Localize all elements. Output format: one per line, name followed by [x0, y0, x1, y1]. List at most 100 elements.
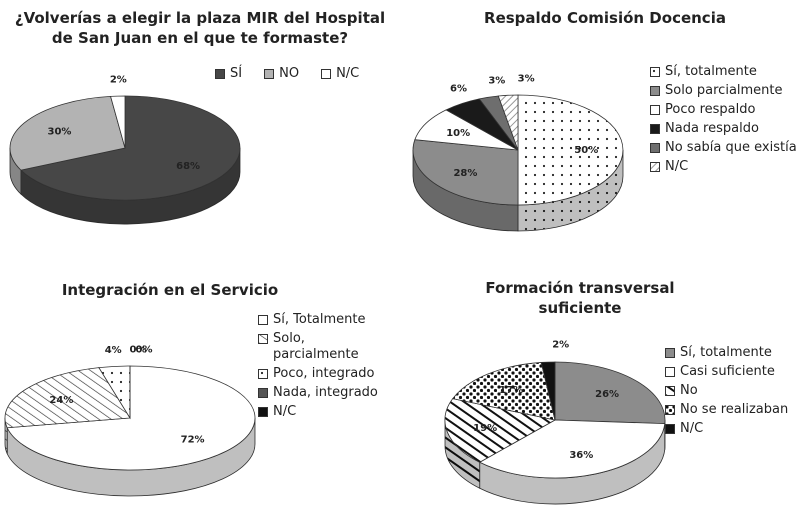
legend-label: Sí, totalmente	[665, 64, 757, 79]
legend-item: Sí, totalmente	[650, 64, 798, 80]
legend-swatch	[665, 424, 675, 434]
swatch	[258, 315, 268, 325]
legend-item: Solo parcialmente	[650, 83, 798, 99]
value-label: 4%	[105, 345, 122, 356]
slice	[20, 95, 241, 201]
slice-shade	[20, 148, 241, 224]
slice	[478, 419, 666, 479]
legend-label: Poco, integrado	[273, 366, 375, 381]
swatch	[258, 407, 268, 417]
swatch	[665, 348, 675, 358]
legend-item: Casi suficiente	[665, 364, 795, 380]
legend-item: N/C	[258, 404, 388, 420]
swatch	[650, 162, 660, 172]
swatch	[258, 369, 268, 379]
legend-item: Sí, totalmente	[665, 345, 795, 361]
legend-swatch	[665, 367, 675, 377]
legend-item: No	[665, 383, 795, 399]
legend-label: N/C	[336, 66, 360, 81]
legend-label: Nada, integrado	[273, 385, 378, 400]
slice	[4, 367, 131, 429]
value-label: 3%	[488, 76, 505, 87]
swatch	[650, 86, 660, 96]
value-label: 28%	[453, 168, 477, 179]
slice-shade	[479, 423, 665, 504]
value-label: 3%	[518, 73, 535, 84]
swatch	[665, 405, 675, 415]
slice	[554, 361, 666, 425]
legend-swatch	[650, 124, 660, 134]
value-label: 0%	[136, 345, 153, 356]
swatch	[258, 388, 268, 398]
chart-title: ¿Volverías a elegir la plaza MIR del Hos…	[14, 9, 386, 47]
legend-swatch	[215, 69, 225, 79]
swatch	[650, 143, 660, 153]
value-label: 50%	[574, 145, 598, 156]
pie: 50% 28% 10% 6% 3% 3%	[412, 73, 624, 232]
swatch	[650, 67, 660, 77]
legend-swatch	[665, 405, 675, 415]
legend-swatch	[258, 388, 268, 398]
legend: SÍ NO N/C	[215, 66, 381, 85]
legend-label: N/C	[665, 159, 689, 174]
legend-swatch	[650, 67, 660, 77]
swatch	[665, 424, 675, 434]
swatch	[264, 69, 275, 79]
slice	[6, 365, 256, 471]
chart-title: Formación transversal suficiente	[485, 279, 675, 317]
pie: 26% 36% 19% 17% 2%	[444, 340, 666, 505]
value-label: 0%	[130, 345, 147, 356]
value-label: 17%	[499, 385, 523, 396]
swatch	[258, 334, 268, 344]
value-label: 10%	[446, 128, 470, 139]
pie: 72% 24% 4% 0%0%	[4, 345, 256, 497]
swatch	[650, 124, 660, 134]
legend-swatch	[650, 143, 660, 153]
value-label: 24%	[49, 395, 73, 406]
legend-label: NO	[279, 66, 300, 81]
legend-swatch	[264, 69, 275, 79]
legend-label: N/C	[680, 421, 704, 436]
legend-swatch	[258, 315, 268, 325]
legend-item: Nada respaldo	[650, 121, 798, 137]
slice	[452, 362, 556, 421]
slice	[110, 95, 126, 149]
legend-label: Casi suficiente	[680, 364, 775, 379]
legend-swatch	[650, 105, 660, 115]
legend: Sí, Totalmente Solo, parcialmente Poco, in…	[258, 312, 388, 423]
legend-item: Solo, parcialmente	[258, 331, 388, 363]
legend-item: N/C	[665, 421, 795, 437]
legend-item: Poco respaldo	[650, 102, 798, 118]
slice-shade	[7, 418, 255, 497]
legend-item: N/C	[650, 159, 798, 175]
value-label: 2%	[552, 340, 569, 351]
legend-swatch	[665, 386, 675, 396]
slice-shade	[413, 150, 518, 231]
slice	[412, 139, 519, 206]
legend-label: Solo parcialmente	[665, 83, 783, 98]
legend-swatch	[650, 162, 660, 172]
legend-item: No sabía que existía	[650, 140, 798, 156]
value-label: 72%	[181, 435, 205, 446]
legend-item: SÍ	[215, 66, 242, 82]
pie: 68% 30% 2%	[9, 75, 241, 225]
slice	[540, 361, 556, 421]
legend-label: Sí, totalmente	[680, 345, 772, 360]
legend-swatch	[258, 334, 268, 344]
swatch	[665, 367, 675, 377]
legend-label: N/C	[273, 404, 297, 419]
legend-item: Poco, integrado	[258, 366, 388, 382]
legend-item: Nada, integrado	[258, 385, 388, 401]
legend-swatch	[650, 86, 660, 96]
slice	[517, 94, 624, 206]
legend-item: N/C	[321, 66, 359, 82]
legend-label: Sí, Totalmente	[273, 312, 366, 327]
swatch	[665, 386, 675, 396]
legend-label: SÍ	[230, 66, 243, 81]
legend-label: No	[680, 383, 698, 398]
swatch	[321, 69, 332, 79]
value-label: 26%	[595, 389, 619, 400]
swatch	[650, 105, 660, 115]
